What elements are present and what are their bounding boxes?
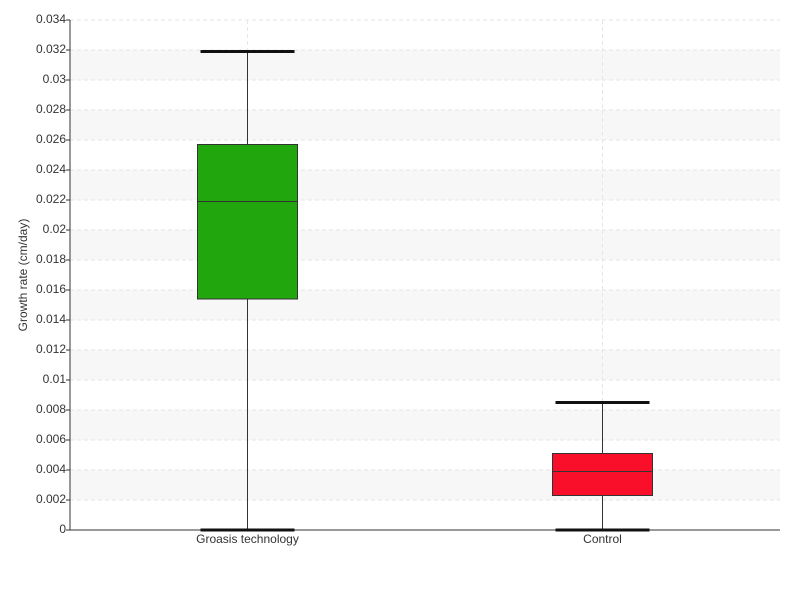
box [552,453,653,496]
y-tick-label: 0.022 [36,192,66,206]
y-tick-label: 0.01 [43,372,67,386]
y-tick-label: 0.008 [36,402,66,416]
box [197,144,298,300]
grid-band [70,470,780,500]
y-axis-label: Growth rate (cm/day) [16,219,30,332]
grid-band [70,110,780,140]
grid-band [70,290,780,320]
x-tick-label: Control [583,532,622,546]
grid-band [70,410,780,440]
grid-band [70,170,780,200]
grid-band [70,230,780,260]
y-tick-label: 0.012 [36,342,66,356]
y-tick-label: 0.014 [36,312,66,326]
grid-band [70,50,780,80]
x-tick-label: Groasis technology [196,532,299,546]
y-tick-label: 0.006 [36,432,66,446]
y-tick-label: 0.004 [36,462,66,476]
y-tick-label: 0.002 [36,492,66,506]
y-tick-label: 0.026 [36,132,66,146]
y-tick-label: 0.024 [36,162,66,176]
y-tick-label: 0.018 [36,252,66,266]
y-tick-label: 0.032 [36,42,66,56]
y-tick-label: 0.03 [43,72,67,86]
y-tick-label: 0.02 [43,222,67,236]
grid-band [70,350,780,380]
y-tick-label: 0.034 [36,12,66,26]
y-tick-label: 0.016 [36,282,66,296]
y-tick-label: 0 [59,522,66,536]
y-tick-label: 0.028 [36,102,66,116]
